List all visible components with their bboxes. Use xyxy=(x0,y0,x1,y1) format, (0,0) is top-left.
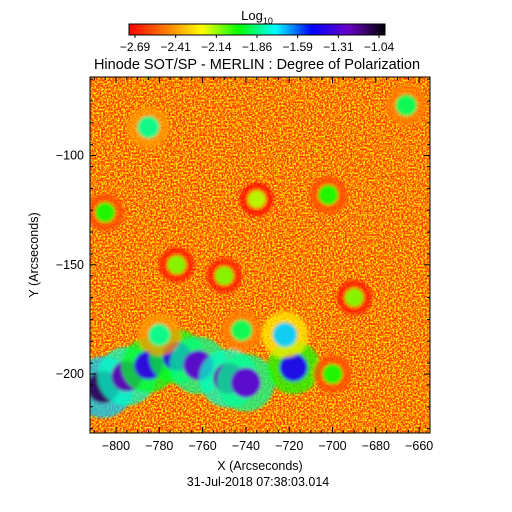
heatmap-feature xyxy=(214,266,234,286)
heatmap-feature xyxy=(137,116,160,139)
y-tick-label: −200 xyxy=(56,367,84,381)
colorbar-tick-label: −1.04 xyxy=(364,40,395,54)
x-tick-label: −720 xyxy=(275,439,303,453)
x-tick-label: −780 xyxy=(145,439,173,453)
colorbar-ticks: −2.69 −2.41 −2.14 −1.86 −1.59 −1.31 −1.04 xyxy=(120,35,395,54)
y-tick-label: −100 xyxy=(56,149,84,163)
heatmap-feature xyxy=(230,319,253,342)
colorbar-label-base: Log xyxy=(241,8,263,23)
colorbar-label-subscript: 10 xyxy=(263,16,273,26)
heatmap-feature xyxy=(318,184,339,205)
x-axis: −800 −780 −760 −740 −720 −700 −680 −660 xyxy=(93,77,433,453)
x-tick-label: −680 xyxy=(362,439,390,453)
heatmap-feature xyxy=(230,367,262,398)
colorbar xyxy=(128,23,386,36)
heatmap-feature xyxy=(247,190,266,209)
chart-title: Hinode SOT/SP - MERLIN : Degree of Polar… xyxy=(94,57,420,73)
x-tick-label: −740 xyxy=(232,439,260,453)
colorbar-tick-label: −2.69 xyxy=(120,40,151,54)
colorbar-tick-label: −2.14 xyxy=(201,40,232,54)
y-tick-label: −150 xyxy=(56,258,84,272)
colorbar-tick-label: −1.59 xyxy=(282,40,313,54)
colorbar-tick-label: −1.31 xyxy=(323,40,354,54)
heatmap-feature xyxy=(167,255,186,275)
x-tick-label: −760 xyxy=(189,439,217,453)
y-axis: −100 −150 −200 xyxy=(56,78,430,430)
heatmap-feature xyxy=(344,288,364,307)
heatmap-feature xyxy=(395,94,417,117)
colorbar-label: Log10 xyxy=(241,8,273,26)
x-tick-label: −660 xyxy=(405,439,433,453)
y-axis-label: Y (Arcseconds) xyxy=(27,212,41,297)
x-axis-label: X (Arcseconds) xyxy=(217,459,302,473)
heatmap-feature xyxy=(322,364,343,385)
x-tick-label: −800 xyxy=(102,439,130,453)
timestamp: 31-Jul-2018 07:38:03.014 xyxy=(187,475,330,489)
heatmap-features xyxy=(90,84,427,418)
plot-frame xyxy=(89,76,431,434)
heatmap-feature xyxy=(148,323,171,346)
colorbar-tick-label: −2.41 xyxy=(160,40,191,54)
heatmap-feature xyxy=(279,353,308,382)
colorbar-tick-label: −1.86 xyxy=(242,40,273,54)
x-tick-label: −700 xyxy=(318,439,346,453)
heatmap-feature xyxy=(272,322,298,347)
heatmap-feature xyxy=(95,202,116,223)
plot-area xyxy=(90,77,430,433)
